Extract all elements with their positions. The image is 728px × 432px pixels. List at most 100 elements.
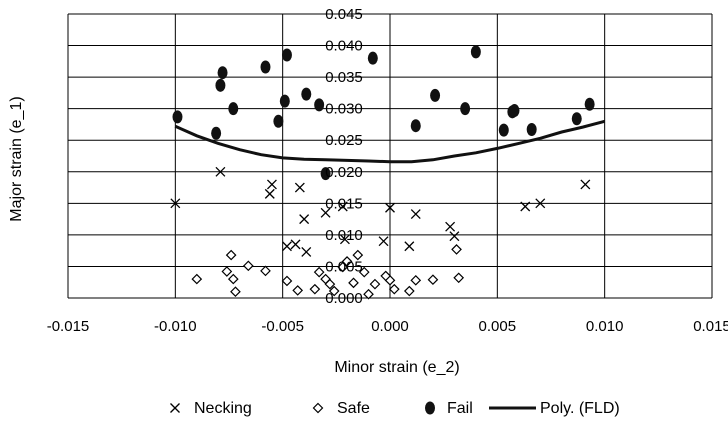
necking-point [301, 246, 312, 257]
legend-item-necking: Necking [170, 400, 252, 417]
fail-point [320, 167, 331, 181]
necking-point [339, 234, 350, 245]
safe-point [352, 249, 364, 261]
necking-point [266, 179, 277, 190]
fail-point [172, 110, 183, 124]
y-tick-label: 0.015 [325, 195, 363, 212]
y-axis-title: Major strain (e_1) [8, 96, 25, 221]
necking-point [320, 207, 331, 218]
y-tick-label: 0.025 [325, 132, 363, 149]
safe-point [363, 288, 374, 300]
safe-point [221, 266, 233, 277]
fail-point [410, 119, 421, 133]
legend-label: Fail [447, 400, 473, 417]
fld-curve [174, 119, 606, 164]
necking-point [385, 202, 395, 213]
fail-point [217, 66, 228, 80]
x-tick-labels: -0.015 -0.010 -0.005 0.000 0.005 0.010 0.015 [47, 318, 728, 335]
y-tick-label: 0.000 [325, 290, 363, 307]
x-tick-label: 0.015 [693, 318, 728, 335]
necking-point [580, 179, 591, 190]
fail-point [460, 102, 471, 116]
necking-point [282, 241, 292, 252]
y-tick-labels: 0.000 0.005 0.010 0.015 0.020 0.025 0.030 0.035… [325, 6, 363, 307]
y-tick-label: 0.010 [325, 227, 363, 244]
safe-point [324, 278, 336, 290]
y-tick-label: 0.035 [325, 69, 363, 86]
safe-point [230, 286, 241, 298]
fail-point [367, 51, 378, 65]
fail-point [526, 122, 537, 136]
x-tick-label: -0.010 [154, 318, 197, 335]
x-tick-label: -0.005 [261, 318, 304, 335]
safe-point [341, 256, 353, 267]
x-tick-label: 0.010 [586, 318, 624, 335]
safe-point [242, 260, 254, 272]
necking-point [378, 236, 389, 247]
safe-point [227, 273, 239, 285]
fail-point [260, 60, 271, 74]
necking-point [170, 198, 181, 209]
fail-point [584, 97, 595, 111]
legend-item-safe: Safe [312, 400, 370, 417]
necking-point [294, 182, 305, 193]
necking-point [445, 221, 456, 232]
fail-point [498, 123, 509, 137]
x-tick-label: 0.005 [479, 318, 517, 335]
x-tick-label: -0.015 [47, 318, 90, 335]
necking-point [290, 239, 301, 250]
fail-point [509, 104, 520, 118]
safe-point [388, 283, 400, 295]
safe-point [453, 272, 465, 284]
fail-point [430, 88, 441, 102]
safe-point [403, 285, 415, 297]
safe-point [410, 274, 422, 286]
fail-point [279, 94, 290, 108]
necking-point [410, 209, 421, 220]
fail-point [228, 102, 239, 116]
fail-point [301, 87, 312, 101]
plot-marks [170, 45, 606, 300]
safe-point [451, 244, 462, 255]
safe-point [292, 285, 304, 296]
necking-point [449, 231, 460, 242]
legend-safe-marker [312, 402, 324, 414]
y-tick-label: 0.040 [325, 38, 363, 55]
legend-necking-marker [170, 403, 180, 413]
fail-point [470, 45, 481, 59]
y-tick-label: 0.045 [325, 6, 363, 23]
x-axis-title: Minor strain (e_2) [334, 359, 459, 376]
necking-point [215, 166, 226, 177]
fail-point [571, 112, 582, 126]
safe-point [309, 283, 321, 295]
safe-point [281, 275, 293, 287]
safe-point [427, 274, 439, 286]
necking-point [404, 241, 415, 252]
necking-point [535, 198, 546, 209]
legend: Necking Safe Fail Poly. (FLD) [170, 400, 620, 417]
safe-point [369, 278, 381, 290]
safe-point [260, 265, 271, 277]
y-tick-label: 0.005 [325, 258, 363, 275]
fail-point [281, 48, 292, 62]
legend-fail-marker [425, 401, 435, 415]
legend-label: Safe [337, 400, 370, 417]
grid-lines [67, 13, 713, 299]
y-tick-label: 0.020 [325, 164, 363, 181]
safe-point [313, 266, 325, 278]
legend-label: Necking [194, 400, 252, 417]
necking-point [264, 188, 275, 199]
x-tick-label: 0.000 [371, 318, 409, 335]
y-tick-label: 0.030 [325, 101, 363, 118]
safe-point [380, 270, 392, 282]
legend-item-fail: Fail [425, 400, 473, 417]
fail-point [211, 126, 222, 140]
fail-point [314, 98, 325, 112]
safe-point [358, 266, 370, 278]
legend-label: Poly. (FLD) [540, 400, 620, 417]
safe-point [328, 285, 340, 297]
necking-point [520, 201, 531, 212]
safe-point [348, 277, 359, 289]
necking-point [299, 214, 310, 225]
necking-point [337, 201, 348, 212]
